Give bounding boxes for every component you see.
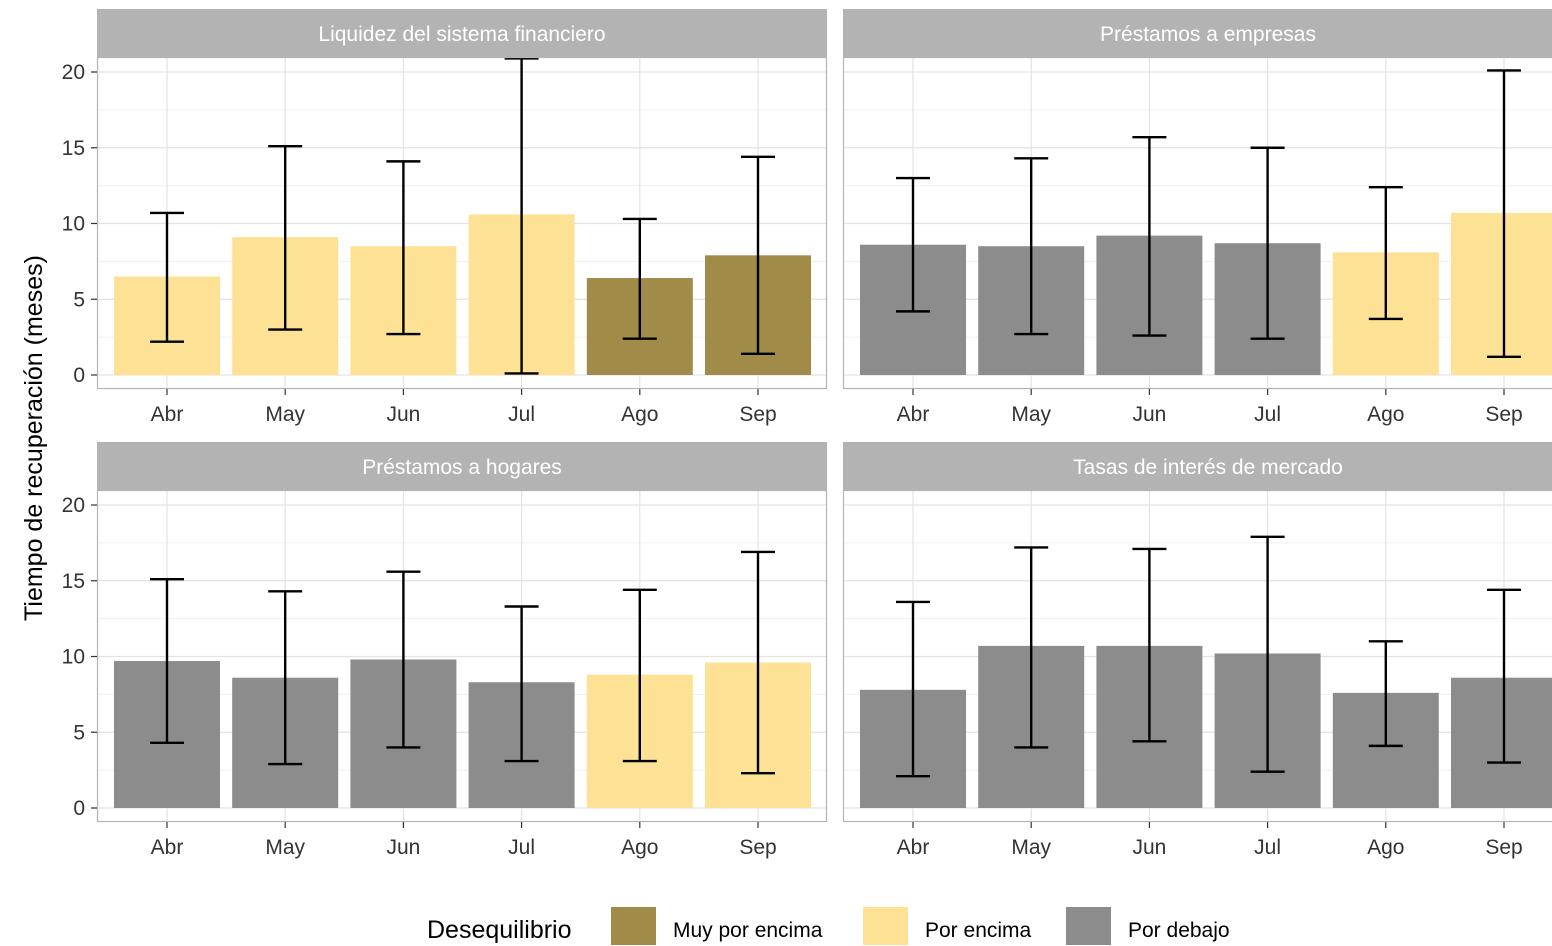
x-tick-label: Ago (1367, 403, 1404, 426)
bar-sep (1451, 212, 1552, 375)
legend-item-por-encima: Por encima (863, 907, 1032, 945)
gridlines (843, 57, 1552, 389)
legend-key (863, 907, 908, 945)
legend-title: Desequilibrio (427, 916, 572, 944)
legend-item-por-debajo: Por debajo (1066, 907, 1230, 945)
y-tick-label: 0 (73, 364, 85, 387)
error-bar-jul (504, 57, 539, 375)
bars (114, 550, 811, 808)
legend-label: Muy por encima (673, 919, 823, 942)
chart-panels: Liquidez del sistema financiero 0 5 10 15 20 A… (62, 9, 1552, 859)
error-bar-abr (150, 211, 184, 343)
legend: Desequilibrio Muy por encima Por encima Po… (427, 907, 1230, 945)
error-bar-jul (1250, 146, 1285, 340)
error-bar-jun (1132, 135, 1167, 337)
panel-title: Préstamos a empresas (1100, 23, 1316, 46)
error-bar-ago (622, 217, 657, 340)
panel-strip (97, 9, 827, 57)
error-bar-may (268, 590, 303, 766)
y-tick-label: 10 (62, 646, 85, 669)
error-bar-sep (741, 550, 775, 775)
x-tick-label: Ago (621, 403, 658, 426)
x-tick-label: Sep (739, 836, 776, 859)
panel-prestamos-a-hogares: Préstamos a hogares 0 5 10 15 20 Abr May Jun Jul A… (62, 442, 828, 859)
x-tick-label: Ago (1367, 836, 1404, 859)
y-tick-label: 5 (73, 288, 85, 311)
error-bar-jun (386, 570, 421, 749)
y-tick-label: 20 (62, 494, 85, 517)
y-tick-label: 15 (62, 137, 85, 160)
x-tick-label: Jun (1132, 403, 1166, 426)
x-tick-label: Jun (386, 403, 420, 426)
x-tick-label: May (1011, 836, 1051, 859)
panel-title: Liquidez del sistema financiero (318, 23, 605, 46)
x-tick-label: Sep (1485, 836, 1522, 859)
panel-border (96, 489, 828, 823)
panel-tasas-de-interes-de-mercado: Tasas de interés de mercado Abr May Jun Jul A… (842, 442, 1552, 859)
panel-liquidez-del-sistema-financiero: Liquidez del sistema financiero 0 5 10 15 20 A… (62, 9, 828, 426)
y-tick-label: 5 (73, 721, 85, 744)
panel-border (96, 56, 828, 390)
error-bar-jun (1132, 547, 1167, 743)
legend-items: Muy por encima Por encima Por debajo (611, 907, 1230, 945)
bar-sep (1451, 677, 1552, 808)
error-bar-sep (1487, 588, 1521, 764)
x-tick-label: Jul (508, 403, 535, 426)
error-bar-may (1014, 157, 1049, 336)
panel-prestamos-a-empresas: Préstamos a empresas Abr May Jun Jul Ago Sep (842, 9, 1552, 426)
legend-label: Por debajo (1128, 919, 1230, 942)
x-tick-label: May (265, 836, 305, 859)
error-bar-jul (1250, 535, 1285, 773)
x-tick-label: Abr (151, 836, 184, 859)
error-bar-abr (896, 176, 930, 313)
panel-title: Tasas de interés de mercado (1073, 456, 1343, 479)
x-tick-label: Jul (508, 836, 535, 859)
error-bar-sep (741, 155, 775, 355)
bars (860, 69, 1552, 375)
x-tick-label: Jun (386, 836, 420, 859)
x-tick-label: Ago (621, 836, 658, 859)
x-tick-label: Jun (1132, 836, 1166, 859)
panel-border (842, 489, 1552, 823)
panel-title: Préstamos a hogares (362, 456, 562, 479)
bars (860, 535, 1552, 808)
x-tick-label: Jul (1254, 403, 1281, 426)
panel-strip (843, 9, 1552, 57)
y-axis-label: Tiempo de recuperación (meses) (20, 255, 48, 621)
y-tick-label: 0 (73, 797, 85, 820)
y-tick-label: 15 (62, 570, 85, 593)
error-bar-ago (1368, 640, 1403, 748)
legend-key (1066, 907, 1111, 945)
y-tick-label: 10 (62, 213, 85, 236)
x-tick-label: Abr (897, 836, 930, 859)
panel-strip (843, 442, 1552, 490)
x-tick-label: Abr (151, 403, 184, 426)
y-tick-label: 20 (62, 61, 85, 84)
panel-strip (97, 442, 827, 490)
legend-item-muy-por-encima: Muy por encima (611, 907, 823, 945)
error-bar-abr (896, 600, 930, 778)
error-bar-may (1014, 546, 1049, 749)
error-bar-ago (622, 588, 657, 763)
x-tick-label: Sep (739, 403, 776, 426)
legend-key (611, 907, 656, 945)
panel-border (842, 56, 1552, 390)
error-bar-ago (1368, 185, 1403, 321)
legend-label: Por encima (925, 919, 1032, 942)
x-tick-label: Abr (897, 403, 930, 426)
x-tick-label: May (1011, 403, 1051, 426)
error-bar-sep (1487, 69, 1521, 359)
x-tick-label: May (265, 403, 305, 426)
x-tick-label: Sep (1485, 403, 1522, 426)
x-tick-label: Jul (1254, 836, 1281, 859)
error-bar-may (268, 145, 303, 331)
error-bar-abr (150, 578, 184, 745)
bars (114, 57, 811, 375)
error-bar-jul (504, 605, 539, 763)
error-bar-jun (386, 160, 421, 336)
